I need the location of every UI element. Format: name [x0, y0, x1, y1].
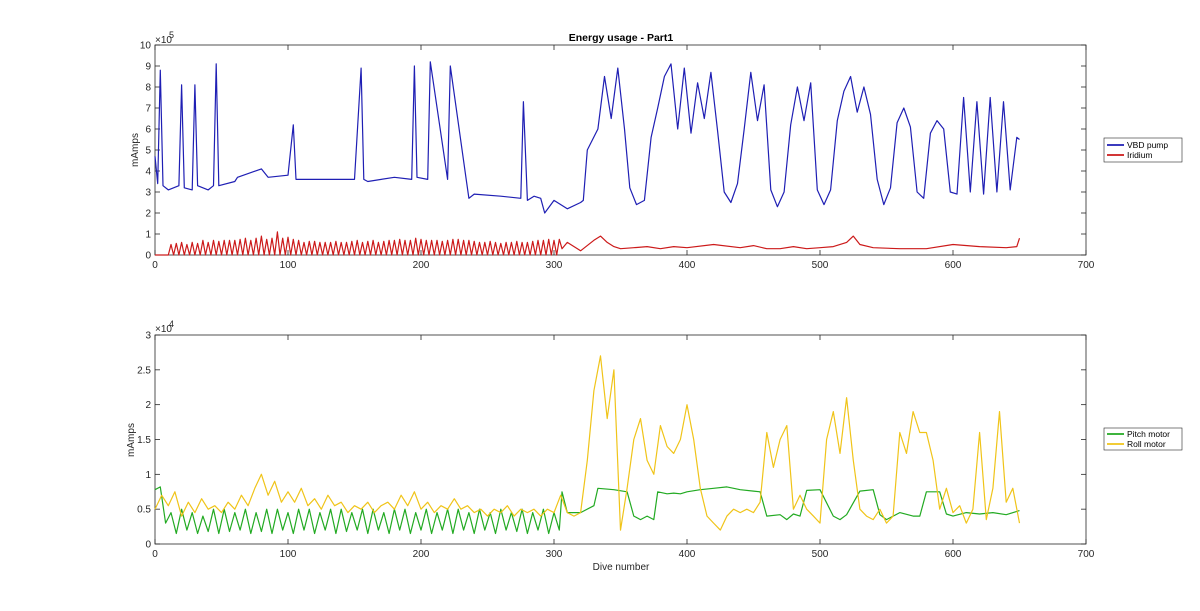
top-chart-title: Energy usage - Part1: [569, 32, 674, 44]
top-chart: Energy usage - Part1 0 1 2 3 4 5 6 7 8 9 10 0 100 20…: [130, 30, 1183, 271]
bottom-y-exponent-value: 4: [169, 319, 174, 329]
bottom-legend: Pitch motor Roll motor: [1103, 427, 1183, 451]
x-tick-label: 100: [280, 260, 297, 271]
top-legend: VBD pump Iridium: [1103, 137, 1183, 163]
bottom-y-axis-label: mAmps: [126, 423, 137, 457]
y-tick-label: 2: [145, 209, 151, 220]
y-tick-label: 9: [145, 62, 151, 73]
series-line-iridium: [155, 231, 1021, 256]
series-line-vbd-pump: [154, 61, 1020, 214]
top-y-ticks: 0 1 2 3 4 5 6 7 8 9 10: [140, 41, 1086, 262]
x-tick-label: 500: [812, 549, 829, 560]
x-tick-label: 400: [679, 549, 696, 560]
bottom-x-ticks: 0 100 200 300 400 500 600 700: [152, 335, 1095, 560]
x-tick-label: 400: [679, 260, 696, 271]
y-tick-label: 5: [145, 146, 151, 157]
x-tick-label: 500: [812, 260, 829, 271]
x-tick-label: 600: [945, 549, 962, 560]
y-tick-label: 1.5: [137, 435, 151, 446]
legend-vbd-pump-label: VBD pump: [1127, 140, 1168, 150]
top-plot-area: [154, 44, 1087, 256]
top-x-ticks: 0 100 200 300 400 500 600 700: [152, 45, 1095, 271]
y-tick-label: 0: [145, 540, 151, 551]
x-tick-label: 700: [1078, 260, 1095, 271]
series-line-pitch-motor: [154, 486, 1020, 535]
legend-roll-motor-label: Roll motor: [1127, 439, 1166, 449]
top-y-exponent-value: 5: [169, 30, 174, 40]
top-series-lines: [154, 61, 1021, 256]
bottom-chart: 0 0.5 1 1.5 2 2.5 3 0 100 200 300 400 500 600 700 ×10…: [126, 319, 1183, 573]
series-line-roll-motor: [154, 355, 1021, 531]
y-tick-label: 0: [145, 251, 151, 262]
y-tick-label: 2.5: [137, 365, 151, 376]
top-y-multiplier: ×10: [155, 35, 172, 46]
x-tick-label: 100: [280, 549, 297, 560]
y-tick-label: 4: [145, 167, 151, 178]
x-tick-label: 0: [152, 260, 158, 271]
y-tick-label: 8: [145, 83, 151, 94]
y-tick-label: 3: [145, 331, 151, 342]
bottom-x-axis-label: Dive number: [593, 562, 650, 573]
y-tick-label: 2: [145, 400, 151, 411]
top-legend-box: [1103, 137, 1183, 163]
x-tick-label: 200: [413, 549, 430, 560]
x-tick-label: 300: [546, 260, 563, 271]
bottom-series-lines: [154, 355, 1021, 535]
y-tick-label: 7: [145, 104, 151, 115]
x-tick-label: 700: [1078, 549, 1095, 560]
bottom-plot-area: [154, 334, 1087, 545]
x-tick-label: 300: [546, 549, 563, 560]
bottom-y-exponent: ×10 4: [155, 319, 174, 335]
y-tick-label: 3: [145, 188, 151, 199]
y-tick-label: 1: [145, 230, 151, 241]
x-tick-label: 200: [413, 260, 430, 271]
bottom-y-ticks: 0 0.5 1 1.5 2 2.5 3: [137, 331, 1086, 551]
x-tick-label: 0: [152, 549, 158, 560]
top-y-exponent: ×10 5: [155, 30, 174, 46]
y-tick-label: 1: [145, 470, 151, 481]
y-tick-label: 10: [140, 41, 152, 52]
y-tick-label: 0.5: [137, 505, 151, 516]
top-y-axis-label: mAmps: [130, 133, 141, 167]
x-tick-label: 600: [945, 260, 962, 271]
bottom-y-multiplier: ×10: [155, 324, 172, 335]
y-tick-label: 6: [145, 125, 151, 136]
legend-pitch-motor-label: Pitch motor: [1127, 429, 1170, 439]
legend-iridium-label: Iridium: [1127, 150, 1153, 160]
